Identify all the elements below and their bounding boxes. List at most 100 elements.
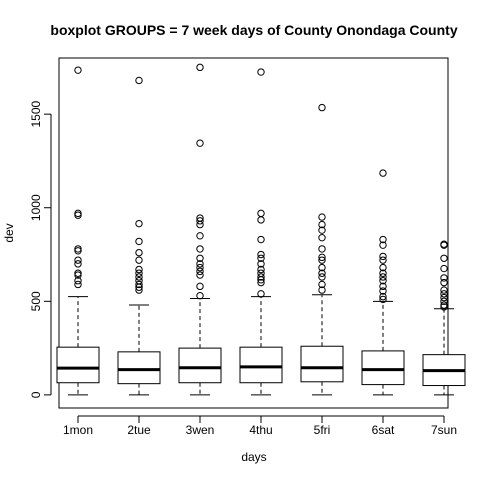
box-6sat: [361, 169, 405, 396]
outlier-point: [196, 232, 204, 240]
outlier-point: [440, 278, 448, 287]
outlier-point: [74, 277, 82, 285]
outlier-point: [196, 292, 204, 300]
outlier-point: [135, 286, 143, 294]
outlier-point: [196, 139, 204, 147]
outlier-point: [74, 271, 82, 279]
outlier-point: [318, 245, 326, 253]
outlier-point: [257, 209, 265, 218]
outlier-point: [196, 254, 204, 262]
outlier-point: [379, 273, 387, 281]
outlier-point: [196, 214, 204, 222]
outlier-point: [379, 241, 387, 249]
outlier-point: [257, 278, 265, 287]
iqr-box: [117, 351, 161, 385]
outlier-point: [196, 260, 204, 268]
outlier-point: [74, 280, 82, 289]
outlier-point: [135, 248, 143, 257]
outlier-point: [135, 273, 143, 281]
outlier-point: [257, 269, 265, 277]
box-3wen: [178, 63, 222, 396]
outlier-point: [440, 301, 448, 309]
x-tick-label: 7sun: [431, 423, 457, 437]
y-axis-label: dev: [2, 223, 16, 242]
x-tick-label: 5fri: [314, 423, 331, 437]
y-tick-label: 1000: [29, 194, 43, 221]
outlier-point: [257, 250, 265, 259]
outlier-point: [318, 286, 326, 294]
outlier-point: [196, 263, 204, 272]
y-tick-label: 500: [29, 291, 43, 311]
outlier-point: [318, 213, 326, 221]
outlier-point: [257, 68, 265, 76]
x-tick-label: 2tue: [127, 423, 151, 437]
outlier-point: [196, 271, 204, 279]
iqr-box: [239, 346, 283, 384]
outlier-point: [440, 290, 448, 298]
y-axis: 0 500 1000 1500: [29, 100, 52, 398]
box-4thu: [239, 68, 283, 396]
y-tick-label: 0: [29, 391, 43, 398]
outlier-point: [440, 254, 448, 262]
outlier-point: [379, 252, 387, 261]
outlier-point: [440, 293, 448, 302]
outlier-point: [74, 209, 82, 218]
outlier-point: [74, 247, 82, 255]
x-tick-label: 6sat: [372, 423, 395, 437]
outlier-point: [318, 226, 326, 234]
outlier-point: [196, 217, 204, 225]
outlier-point: [379, 292, 387, 301]
box-1mon: [56, 66, 100, 396]
outlier-point: [257, 273, 265, 281]
box-7sun: [422, 240, 466, 396]
x-tick-label: 1mon: [63, 423, 93, 437]
outlier-point: [74, 269, 82, 277]
outlier-point: [318, 280, 326, 289]
iqr-box: [178, 347, 222, 384]
y-tick-label: 1500: [29, 100, 43, 127]
outlier-point: [135, 219, 143, 228]
box-5fri: [300, 103, 344, 396]
outlier-point: [379, 169, 387, 177]
outlier-point: [379, 295, 387, 304]
plot-frame: [58, 57, 449, 409]
chart-title: boxplot GROUPS = 7 week days of County O…: [50, 22, 457, 38]
outlier-point: [318, 256, 326, 264]
outlier-point: [135, 269, 143, 277]
outlier-point: [257, 235, 265, 244]
outlier-point: [257, 290, 265, 298]
x-axis: 1mon 2tue 3wen 4thu 5fri 6sat 7sun: [63, 415, 457, 437]
outlier-point: [440, 274, 448, 282]
x-tick-label: 4thu: [249, 423, 272, 437]
outlier-point: [135, 256, 143, 264]
outlier-point: [318, 273, 326, 281]
outlier-point: [74, 245, 82, 253]
outlier-point: [74, 211, 82, 219]
outlier-point: [257, 265, 265, 274]
outlier-point: [379, 235, 387, 244]
outlier-point: [440, 286, 448, 294]
x-tick-label: 3wen: [186, 423, 215, 437]
outlier-point: [440, 303, 448, 311]
outlier-point: [135, 76, 143, 85]
x-axis-label: days: [241, 450, 266, 464]
outlier-point: [318, 220, 326, 229]
outlier-point: [379, 287, 387, 295]
outlier-point: [318, 233, 326, 242]
outlier-point: [318, 269, 326, 277]
iqr-box: [361, 350, 405, 386]
outlier-point: [318, 103, 326, 112]
outlier-point: [257, 260, 265, 268]
iqr-box: [56, 346, 100, 384]
outlier-point: [379, 263, 387, 272]
outlier-point: [74, 256, 82, 264]
outlier-point: [74, 66, 82, 74]
outlier-point: [196, 267, 204, 276]
outlier-point: [379, 256, 387, 264]
outlier-point: [440, 240, 448, 248]
outlier-point: [196, 282, 204, 291]
outlier-point: [379, 277, 387, 285]
outlier-point: [135, 280, 143, 289]
outlier-point: [135, 265, 143, 274]
